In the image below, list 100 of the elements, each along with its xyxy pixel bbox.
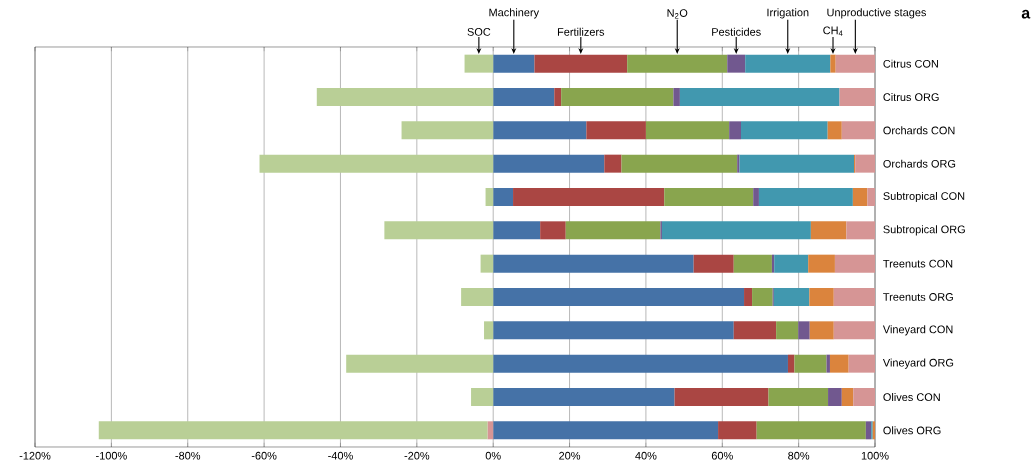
y-tick-label: Vineyard CON	[882, 325, 953, 336]
bar	[745, 54, 831, 73]
bar	[534, 54, 628, 73]
bar	[565, 221, 661, 240]
bar	[664, 187, 754, 206]
bar	[776, 321, 799, 340]
bar	[493, 54, 535, 73]
bar	[787, 354, 795, 373]
bar	[554, 87, 562, 106]
x-tick-label: -80%	[175, 451, 201, 460]
bar	[540, 221, 566, 240]
bar	[865, 421, 872, 440]
bar	[401, 121, 494, 140]
bar	[829, 354, 849, 373]
bar	[867, 187, 876, 206]
x-tick-label: 20%	[559, 451, 581, 460]
x-tick-label: -100%	[96, 451, 127, 460]
bar	[513, 187, 665, 206]
bar	[493, 221, 541, 240]
bar	[464, 54, 494, 73]
x-tick-label: -60%	[251, 451, 277, 460]
bar	[798, 321, 810, 340]
bar	[846, 221, 876, 240]
bar	[839, 87, 876, 106]
x-tick-label: 40%	[635, 451, 657, 460]
bar	[484, 321, 494, 340]
bar	[480, 254, 494, 273]
text: Machinery	[489, 8, 540, 19]
y-tick-label: Treenuts CON	[883, 259, 953, 268]
bar	[853, 387, 876, 406]
bar	[259, 154, 494, 173]
y-tick-label: Treenuts ORG	[883, 293, 953, 301]
bar	[346, 354, 494, 373]
series-label: CH$_{4}$	[823, 26, 843, 36]
series-label: Fertilizers	[557, 27, 605, 36]
bar	[485, 187, 494, 206]
bar	[810, 221, 847, 240]
bar	[384, 221, 494, 240]
bar	[627, 54, 728, 73]
bar	[673, 87, 680, 106]
bar	[493, 387, 675, 406]
bar	[493, 87, 555, 106]
bar	[727, 54, 746, 73]
y-tick-label: Citrus ORG	[883, 92, 939, 102]
bar	[841, 387, 854, 406]
x-tick-label: 60%	[711, 451, 733, 460]
bar	[833, 287, 876, 306]
y-tick-label: Subtropical CON	[883, 191, 965, 203]
bar	[733, 254, 772, 273]
bar	[461, 287, 494, 306]
bar	[809, 287, 834, 306]
bar	[316, 87, 494, 106]
y-tick-label: Orchards ORG	[883, 159, 956, 168]
bar	[758, 187, 853, 206]
bar	[808, 254, 835, 273]
bar	[471, 387, 494, 406]
bar	[661, 221, 811, 240]
bar	[621, 154, 738, 173]
text: N$_{2}$O	[667, 9, 688, 19]
text: Pesticides	[712, 27, 761, 36]
bar	[493, 254, 694, 273]
text: Unproductive stages	[827, 8, 927, 19]
series-label: SOC	[467, 28, 491, 36]
bar	[493, 154, 605, 173]
bar	[773, 287, 810, 306]
bar	[729, 121, 741, 140]
text: a	[1021, 9, 1031, 19]
x-tick-label: 100%	[861, 451, 889, 460]
x-tick-label: -40%	[328, 451, 353, 460]
bar	[493, 421, 719, 440]
x-tick-label: 0%	[485, 451, 501, 460]
bar	[809, 321, 834, 340]
bar	[855, 154, 876, 173]
bar	[841, 121, 876, 140]
x-tick-label: -120%	[19, 451, 51, 460]
x-tick-label: 80%	[788, 451, 810, 460]
bar	[493, 354, 788, 373]
text: Irrigation	[767, 8, 809, 19]
bar	[852, 187, 868, 206]
y-tick-label: Olives CON	[883, 392, 940, 402]
bar	[828, 387, 842, 406]
bar	[835, 54, 876, 73]
bar	[834, 254, 876, 273]
bar	[679, 87, 840, 106]
bar	[739, 154, 855, 173]
bar	[827, 121, 842, 140]
bar	[794, 354, 827, 373]
bar	[493, 187, 514, 206]
bar	[752, 287, 773, 306]
bar	[561, 87, 674, 106]
y-tick-label: Subtropical ORG	[883, 225, 965, 236]
bar	[493, 321, 734, 340]
bar	[98, 421, 488, 440]
bar	[768, 387, 829, 406]
bar	[744, 287, 753, 306]
bar	[645, 121, 730, 140]
bar	[674, 387, 769, 406]
bar	[733, 321, 777, 340]
y-tick-label: Orchards CON	[883, 126, 955, 135]
bar	[774, 254, 809, 273]
